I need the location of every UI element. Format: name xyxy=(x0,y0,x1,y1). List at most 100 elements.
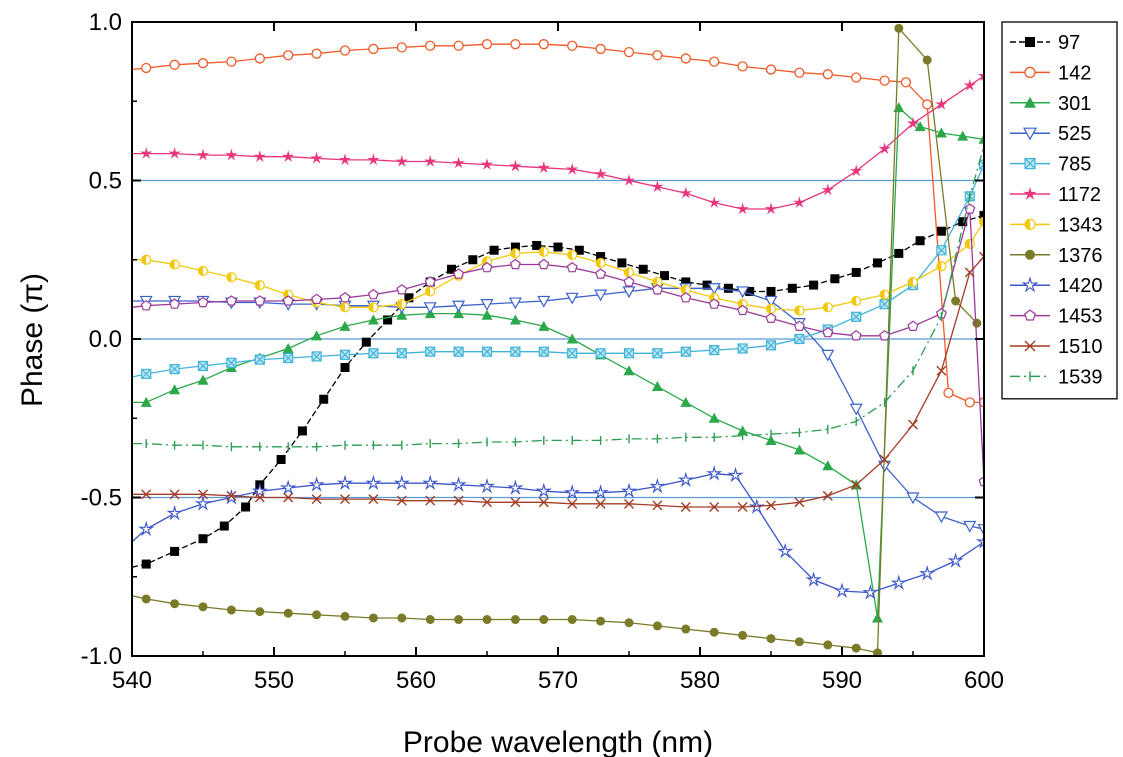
data-point xyxy=(424,477,436,489)
data-point xyxy=(284,51,293,60)
data-point xyxy=(625,48,634,57)
data-point xyxy=(851,331,861,340)
data-point xyxy=(341,363,350,372)
data-point xyxy=(142,255,151,264)
data-point xyxy=(681,293,691,302)
data-point xyxy=(227,606,236,615)
data-point xyxy=(639,265,648,274)
data-point xyxy=(681,54,690,63)
data-point xyxy=(170,260,179,269)
data-point xyxy=(198,375,209,385)
data-point xyxy=(880,76,889,85)
data-point xyxy=(680,474,692,486)
data-point xyxy=(864,586,876,598)
data-point xyxy=(341,350,350,359)
data-point xyxy=(282,482,294,494)
legend-label: 1420 xyxy=(1058,275,1103,297)
legend-marker xyxy=(1025,219,1035,229)
data-point xyxy=(923,100,932,109)
series-1376 xyxy=(132,24,981,657)
data-point xyxy=(255,607,264,616)
data-point xyxy=(767,304,776,313)
data-point xyxy=(511,260,521,269)
data-point xyxy=(822,460,833,470)
data-point xyxy=(937,246,946,255)
data-point xyxy=(170,599,179,608)
data-point xyxy=(341,303,350,312)
data-point xyxy=(652,381,663,391)
data-point xyxy=(255,281,264,290)
legend-marker xyxy=(1025,250,1035,260)
data-point xyxy=(568,349,577,358)
data-point xyxy=(311,330,322,340)
data-point xyxy=(651,480,663,492)
data-point xyxy=(426,287,435,296)
data-point xyxy=(511,249,520,258)
data-point xyxy=(937,366,946,375)
data-point xyxy=(369,303,378,312)
data-point xyxy=(625,349,634,358)
data-point xyxy=(653,51,662,60)
data-point xyxy=(823,640,832,649)
data-point xyxy=(944,388,953,397)
data-point xyxy=(369,290,379,299)
data-point xyxy=(397,285,407,294)
data-point xyxy=(511,347,520,356)
x-tick-label: 590 xyxy=(822,667,862,694)
data-point xyxy=(823,491,832,500)
data-point xyxy=(708,467,720,479)
data-point xyxy=(852,296,861,305)
data-point xyxy=(426,615,435,624)
data-point xyxy=(511,615,520,624)
data-point xyxy=(199,534,208,543)
data-point xyxy=(568,250,577,259)
data-point xyxy=(710,628,719,637)
data-point xyxy=(795,637,804,646)
series-line xyxy=(132,76,984,209)
data-point xyxy=(169,384,180,394)
data-point xyxy=(310,478,322,490)
data-point xyxy=(397,613,406,622)
data-point xyxy=(227,358,236,367)
data-point xyxy=(509,482,521,494)
data-point xyxy=(710,57,719,66)
data-point xyxy=(284,609,293,618)
data-point xyxy=(341,612,350,621)
data-point xyxy=(426,41,435,50)
data-point xyxy=(277,455,286,464)
data-point xyxy=(539,260,549,269)
data-point xyxy=(766,313,776,322)
data-point xyxy=(680,397,691,407)
legend-label: 1343 xyxy=(1058,214,1103,236)
data-point xyxy=(312,294,322,303)
y-axis-title: Phase (π) xyxy=(16,273,49,407)
data-point xyxy=(596,258,605,267)
data-point xyxy=(893,102,904,112)
data-point xyxy=(880,300,889,309)
data-point xyxy=(396,477,408,489)
data-point xyxy=(893,577,905,589)
legend-label: 525 xyxy=(1058,123,1091,145)
data-point xyxy=(454,615,463,624)
data-point xyxy=(199,59,208,68)
data-point xyxy=(823,70,832,79)
x-tick-label: 560 xyxy=(396,667,436,694)
data-point xyxy=(738,344,747,353)
data-point xyxy=(767,341,776,350)
data-point xyxy=(539,247,548,256)
data-point xyxy=(738,631,747,640)
data-point xyxy=(823,303,832,312)
data-point xyxy=(894,24,903,33)
data-point xyxy=(729,469,741,481)
data-point xyxy=(617,258,626,267)
data-point xyxy=(653,349,662,358)
data-point xyxy=(227,57,236,66)
data-point xyxy=(872,612,883,622)
series-1510 xyxy=(132,252,989,511)
data-point xyxy=(170,365,179,374)
data-point xyxy=(369,44,378,53)
data-point xyxy=(566,486,578,498)
data-point xyxy=(880,290,889,299)
data-point xyxy=(454,41,463,50)
data-point xyxy=(255,54,264,63)
